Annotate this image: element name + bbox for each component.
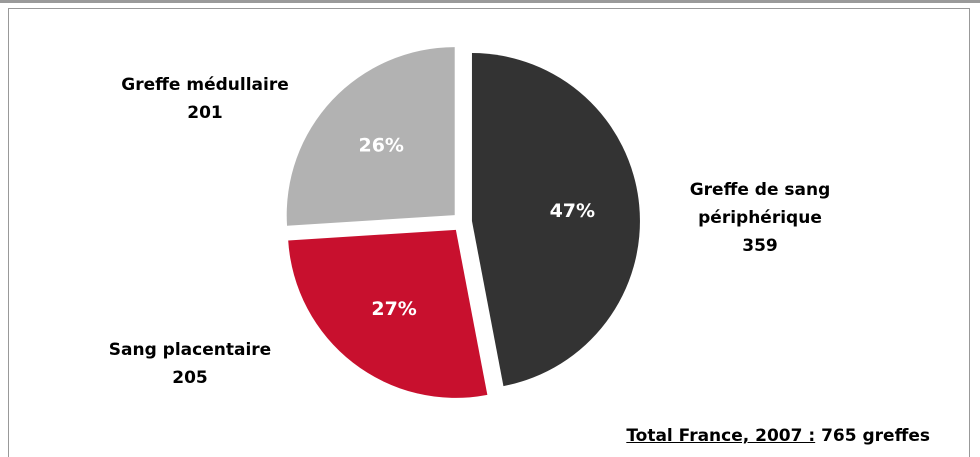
slice-label: Greffe médullaire 201 xyxy=(65,71,345,127)
category-label: Sang placentaire xyxy=(108,340,272,360)
frame xyxy=(8,8,970,457)
slice-label: Greffe de sang périphérique 359 xyxy=(620,176,900,260)
pie-slice xyxy=(471,53,640,387)
top-rule xyxy=(0,0,980,3)
category-label: Greffe de sang périphérique xyxy=(689,180,831,228)
value-label: 47% xyxy=(550,200,595,222)
footer: Total France, 2007 : 765 greffes xyxy=(626,426,930,446)
category-label: Greffe médullaire xyxy=(121,75,289,95)
slice-label: Sang placentaire 205 xyxy=(50,336,330,392)
value-label: 27% xyxy=(371,298,416,320)
count-label: 359 xyxy=(742,236,778,256)
value-label: 26% xyxy=(358,135,403,157)
footer-label: Total France, 2007 : xyxy=(626,426,816,446)
pie-slice xyxy=(288,229,488,398)
count-label: 205 xyxy=(172,368,208,388)
footer-value: 765 greffes xyxy=(821,426,930,446)
count-label: 201 xyxy=(187,103,223,123)
pie-slice xyxy=(286,47,455,226)
